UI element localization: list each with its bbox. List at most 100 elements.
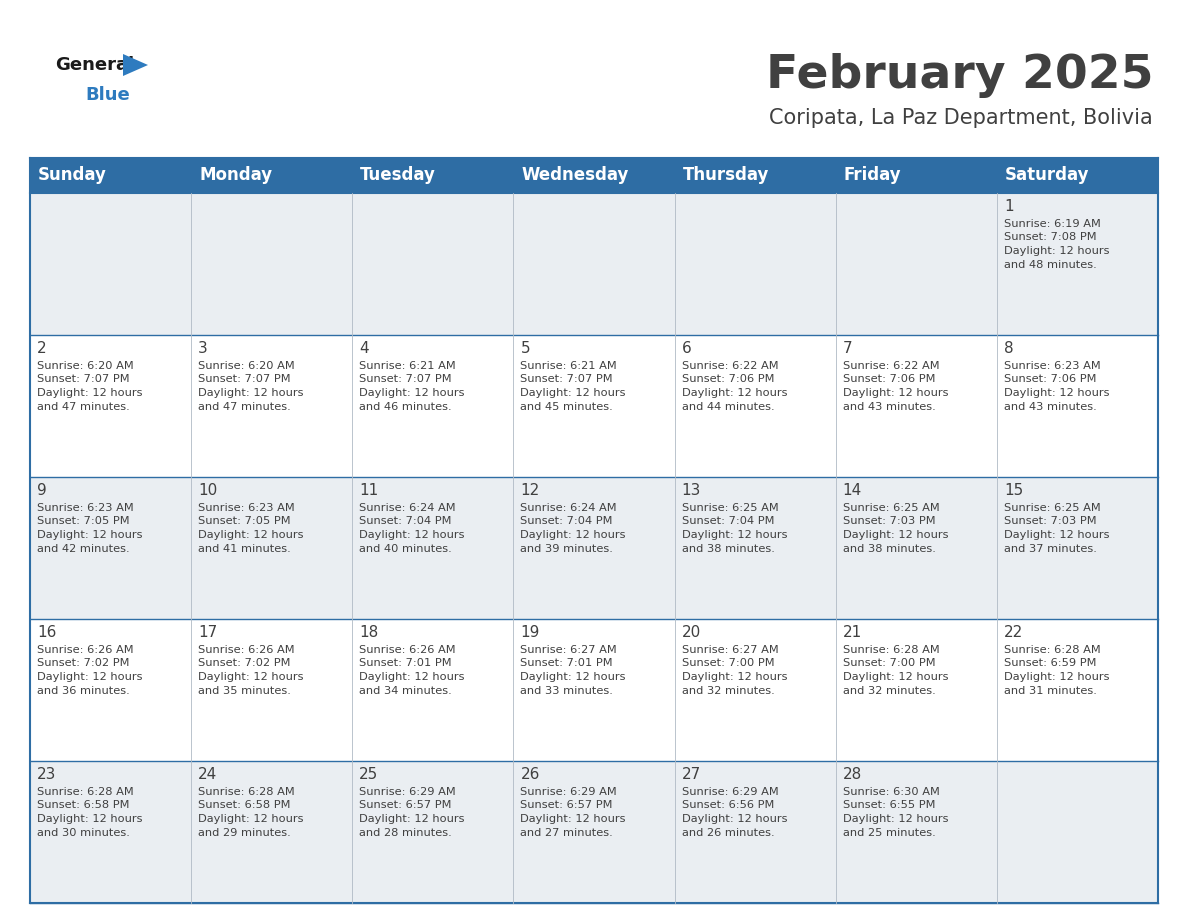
Text: Daylight: 12 hours: Daylight: 12 hours <box>1004 672 1110 682</box>
Text: Friday: Friday <box>843 166 902 185</box>
Text: Sunrise: 6:30 AM: Sunrise: 6:30 AM <box>842 787 940 797</box>
Text: Sunset: 6:55 PM: Sunset: 6:55 PM <box>842 800 935 811</box>
Text: 27: 27 <box>682 767 701 782</box>
Text: 16: 16 <box>37 625 56 640</box>
Text: Sunset: 7:06 PM: Sunset: 7:06 PM <box>1004 375 1097 385</box>
Text: Sunset: 7:07 PM: Sunset: 7:07 PM <box>37 375 129 385</box>
Text: Coripata, La Paz Department, Bolivia: Coripata, La Paz Department, Bolivia <box>770 108 1154 128</box>
Text: Daylight: 12 hours: Daylight: 12 hours <box>37 388 143 398</box>
Bar <box>30 619 1158 761</box>
Text: Sunday: Sunday <box>38 166 107 185</box>
Text: Sunrise: 6:29 AM: Sunrise: 6:29 AM <box>520 787 618 797</box>
Text: Sunset: 7:02 PM: Sunset: 7:02 PM <box>37 658 129 668</box>
Text: Sunset: 7:05 PM: Sunset: 7:05 PM <box>37 517 129 527</box>
Text: Sunset: 7:04 PM: Sunset: 7:04 PM <box>682 517 775 527</box>
Text: Tuesday: Tuesday <box>360 166 436 185</box>
Text: Daylight: 12 hours: Daylight: 12 hours <box>37 672 143 682</box>
Text: Daylight: 12 hours: Daylight: 12 hours <box>198 814 304 824</box>
Text: Sunrise: 6:28 AM: Sunrise: 6:28 AM <box>37 787 134 797</box>
Text: Daylight: 12 hours: Daylight: 12 hours <box>520 814 626 824</box>
Text: Daylight: 12 hours: Daylight: 12 hours <box>842 388 948 398</box>
Text: 11: 11 <box>359 483 379 498</box>
Text: Sunset: 6:56 PM: Sunset: 6:56 PM <box>682 800 773 811</box>
Text: 18: 18 <box>359 625 379 640</box>
Text: 17: 17 <box>198 625 217 640</box>
Text: Daylight: 12 hours: Daylight: 12 hours <box>1004 530 1110 540</box>
Text: 14: 14 <box>842 483 862 498</box>
Text: and 46 minutes.: and 46 minutes. <box>359 401 451 411</box>
Text: Sunset: 7:06 PM: Sunset: 7:06 PM <box>842 375 935 385</box>
Text: Sunset: 7:07 PM: Sunset: 7:07 PM <box>359 375 451 385</box>
Text: Sunrise: 6:26 AM: Sunrise: 6:26 AM <box>37 645 133 655</box>
Text: Sunrise: 6:20 AM: Sunrise: 6:20 AM <box>198 361 295 371</box>
Text: 19: 19 <box>520 625 539 640</box>
Text: Sunset: 7:07 PM: Sunset: 7:07 PM <box>198 375 291 385</box>
Text: and 40 minutes.: and 40 minutes. <box>359 543 453 554</box>
Text: and 29 minutes.: and 29 minutes. <box>198 827 291 837</box>
Text: and 38 minutes.: and 38 minutes. <box>842 543 936 554</box>
Text: and 47 minutes.: and 47 minutes. <box>198 401 291 411</box>
Text: and 44 minutes.: and 44 minutes. <box>682 401 775 411</box>
Text: Daylight: 12 hours: Daylight: 12 hours <box>842 530 948 540</box>
Text: 5: 5 <box>520 341 530 356</box>
Text: and 27 minutes.: and 27 minutes. <box>520 827 613 837</box>
Text: 9: 9 <box>37 483 46 498</box>
Text: and 43 minutes.: and 43 minutes. <box>842 401 935 411</box>
Text: and 41 minutes.: and 41 minutes. <box>198 543 291 554</box>
Text: Sunrise: 6:25 AM: Sunrise: 6:25 AM <box>682 503 778 513</box>
Text: 1: 1 <box>1004 199 1013 214</box>
Polygon shape <box>124 54 148 76</box>
Text: Daylight: 12 hours: Daylight: 12 hours <box>520 530 626 540</box>
Text: Daylight: 12 hours: Daylight: 12 hours <box>198 530 304 540</box>
Text: Daylight: 12 hours: Daylight: 12 hours <box>359 814 465 824</box>
Text: 28: 28 <box>842 767 862 782</box>
Text: 12: 12 <box>520 483 539 498</box>
Text: 15: 15 <box>1004 483 1023 498</box>
Text: Sunset: 7:01 PM: Sunset: 7:01 PM <box>359 658 451 668</box>
Text: Sunrise: 6:26 AM: Sunrise: 6:26 AM <box>359 645 456 655</box>
Text: Sunset: 7:07 PM: Sunset: 7:07 PM <box>520 375 613 385</box>
Text: Sunset: 6:59 PM: Sunset: 6:59 PM <box>1004 658 1097 668</box>
Text: Sunrise: 6:23 AM: Sunrise: 6:23 AM <box>198 503 295 513</box>
Text: February 2025: February 2025 <box>765 52 1154 97</box>
Text: Sunrise: 6:24 AM: Sunrise: 6:24 AM <box>359 503 456 513</box>
Text: and 48 minutes.: and 48 minutes. <box>1004 260 1097 270</box>
Text: Sunset: 7:03 PM: Sunset: 7:03 PM <box>1004 517 1097 527</box>
Text: Monday: Monday <box>200 166 272 185</box>
Text: Sunset: 7:05 PM: Sunset: 7:05 PM <box>198 517 291 527</box>
Text: and 39 minutes.: and 39 minutes. <box>520 543 613 554</box>
Text: Sunrise: 6:23 AM: Sunrise: 6:23 AM <box>37 503 134 513</box>
Text: Sunset: 7:04 PM: Sunset: 7:04 PM <box>520 517 613 527</box>
Text: Sunset: 6:57 PM: Sunset: 6:57 PM <box>359 800 451 811</box>
Text: and 28 minutes.: and 28 minutes. <box>359 827 453 837</box>
Text: 8: 8 <box>1004 341 1013 356</box>
Text: and 42 minutes.: and 42 minutes. <box>37 543 129 554</box>
Text: Daylight: 12 hours: Daylight: 12 hours <box>359 388 465 398</box>
Text: and 38 minutes.: and 38 minutes. <box>682 543 775 554</box>
Text: Daylight: 12 hours: Daylight: 12 hours <box>359 530 465 540</box>
Text: Sunrise: 6:28 AM: Sunrise: 6:28 AM <box>1004 645 1100 655</box>
Text: 4: 4 <box>359 341 369 356</box>
Text: and 33 minutes.: and 33 minutes. <box>520 686 613 696</box>
Text: Sunset: 7:00 PM: Sunset: 7:00 PM <box>842 658 935 668</box>
Text: Sunset: 7:00 PM: Sunset: 7:00 PM <box>682 658 775 668</box>
Text: Daylight: 12 hours: Daylight: 12 hours <box>842 672 948 682</box>
Text: Sunrise: 6:22 AM: Sunrise: 6:22 AM <box>842 361 940 371</box>
Text: 6: 6 <box>682 341 691 356</box>
Text: and 32 minutes.: and 32 minutes. <box>842 686 935 696</box>
Text: 22: 22 <box>1004 625 1023 640</box>
Bar <box>30 477 1158 619</box>
Text: and 45 minutes.: and 45 minutes. <box>520 401 613 411</box>
Text: 7: 7 <box>842 341 852 356</box>
Text: Sunset: 7:02 PM: Sunset: 7:02 PM <box>198 658 291 668</box>
Text: 21: 21 <box>842 625 862 640</box>
Text: Daylight: 12 hours: Daylight: 12 hours <box>682 388 788 398</box>
Text: Sunrise: 6:21 AM: Sunrise: 6:21 AM <box>359 361 456 371</box>
Text: 3: 3 <box>198 341 208 356</box>
Text: 26: 26 <box>520 767 539 782</box>
Text: and 25 minutes.: and 25 minutes. <box>842 827 935 837</box>
Text: and 36 minutes.: and 36 minutes. <box>37 686 129 696</box>
Text: Sunrise: 6:26 AM: Sunrise: 6:26 AM <box>198 645 295 655</box>
Text: Sunrise: 6:19 AM: Sunrise: 6:19 AM <box>1004 219 1101 229</box>
Text: and 35 minutes.: and 35 minutes. <box>198 686 291 696</box>
